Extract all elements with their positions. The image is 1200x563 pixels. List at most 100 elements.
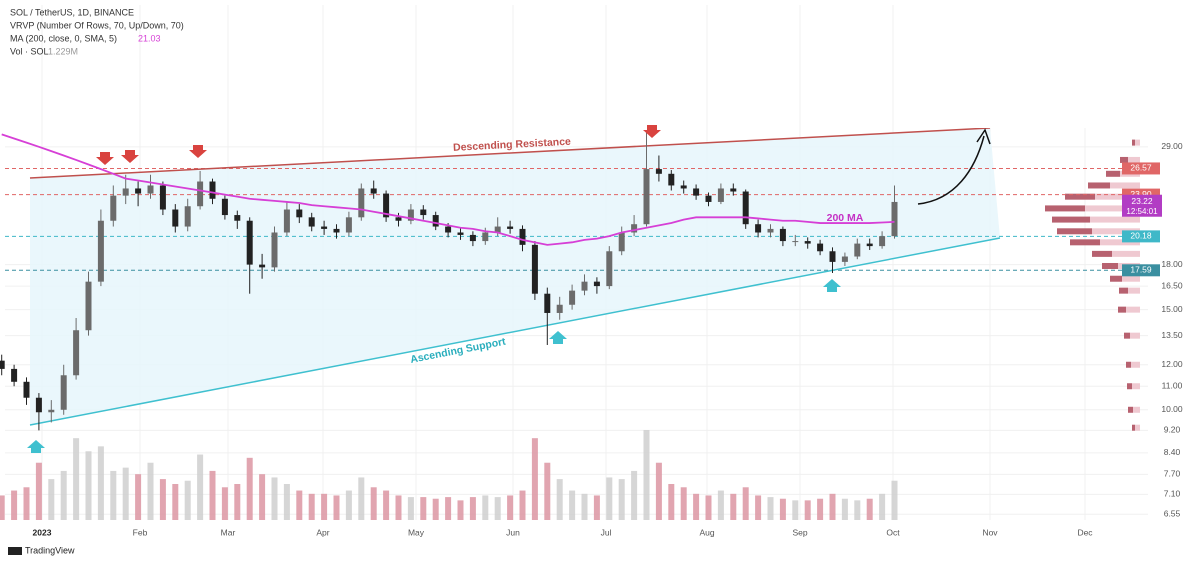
ma-value: 21.03 — [138, 33, 161, 43]
candle-body — [544, 293, 551, 313]
profile-down — [1120, 156, 1128, 163]
resistance-line — [29, 127, 991, 179]
down-arrow — [643, 125, 661, 138]
volume-bar — [197, 454, 204, 520]
candle-body — [655, 169, 662, 174]
profile-down — [1126, 361, 1131, 368]
candle-body — [358, 188, 365, 218]
overlay — [960, 0, 1200, 128]
candle-body — [172, 209, 179, 227]
volume-bar — [829, 493, 836, 520]
up-arrow — [27, 440, 45, 453]
volume-bar — [97, 446, 104, 520]
candle-body — [829, 251, 836, 262]
volume-bar — [60, 470, 67, 520]
candle-body — [680, 185, 687, 189]
volume-bar — [705, 495, 712, 520]
candle-body — [606, 251, 613, 287]
candle-body — [321, 226, 328, 229]
price-badge — [1122, 162, 1160, 175]
x-tick-label: May — [408, 527, 425, 537]
volume-bar — [234, 484, 241, 520]
y-tick-label: 7.10 — [1164, 489, 1181, 499]
volume-bar — [333, 495, 340, 520]
volume-bar — [841, 498, 848, 520]
profile-up — [1095, 193, 1140, 200]
volume-bar — [110, 470, 117, 520]
candle-body — [618, 232, 625, 252]
candle-body — [891, 201, 898, 237]
profile-down — [1124, 332, 1130, 339]
volume-bar — [283, 484, 290, 520]
volume-bar — [755, 495, 762, 520]
axes: 29.00 18.00 16.50 15.00 13.50 12.00 11.00 10.00… — [33, 141, 1183, 537]
volume-bar — [643, 430, 650, 520]
profile-up — [1100, 239, 1140, 246]
volume-bar — [85, 451, 92, 520]
candle-body — [817, 243, 824, 252]
volume-bar — [618, 479, 625, 520]
x-tick-label: Sep — [792, 527, 807, 537]
candle-body — [35, 397, 42, 413]
candle-body — [445, 226, 452, 233]
candle-body — [383, 193, 390, 218]
down-arrow — [189, 145, 207, 158]
volume-bar — [209, 470, 216, 520]
candle-body — [110, 195, 117, 221]
profile-up — [1135, 139, 1140, 146]
volume-layer — [0, 430, 898, 520]
y-tick-label: 11.00 — [1162, 380, 1183, 390]
volume-bar — [259, 474, 266, 520]
volume-bar — [531, 438, 538, 520]
volume-bar — [680, 487, 687, 520]
candle-body — [60, 375, 67, 410]
profile-down — [1092, 250, 1112, 257]
candle-body — [221, 198, 228, 216]
volume-bar — [767, 497, 774, 520]
volume-bar — [482, 495, 489, 520]
volume-bar — [308, 493, 315, 520]
volume-bar — [556, 479, 563, 520]
volume-bar — [11, 490, 18, 520]
volume-bar — [135, 474, 142, 520]
profile-up — [1110, 182, 1140, 189]
candle-body — [742, 191, 749, 225]
profile-down — [1118, 306, 1126, 313]
price-badge-label: 23.90 — [1130, 189, 1152, 199]
footer: TradingView — [25, 545, 75, 555]
volume-bar — [866, 498, 873, 520]
volume-bar — [693, 493, 700, 520]
volume-bar — [792, 500, 799, 520]
ma-layer — [1, 133, 895, 246]
volume-bar — [172, 484, 179, 520]
volume-bar — [544, 462, 551, 520]
volume-bar — [581, 493, 588, 520]
x-tick-label: Jun — [506, 527, 520, 537]
volume-bar — [147, 462, 154, 520]
candle-body — [730, 188, 737, 192]
x-tick-label: Mar — [221, 527, 236, 537]
up-arrow — [823, 279, 841, 292]
candle-body — [197, 181, 204, 207]
profile-down — [1102, 262, 1118, 269]
profile-up — [1090, 216, 1140, 223]
projection-arrow — [917, 135, 985, 205]
volume-bar — [395, 495, 402, 520]
candle-body — [345, 217, 352, 233]
last-price-badge — [1122, 194, 1162, 217]
candle-body — [23, 381, 30, 398]
x-tick-label: Aug — [699, 527, 714, 537]
volume-bar — [122, 467, 129, 520]
title: SOL / TetherUS, 1D, BINANCE — [10, 7, 134, 17]
y-tick-label: 16.50 — [1161, 280, 1183, 290]
volume-bar — [507, 495, 514, 520]
candle-body — [0, 360, 5, 369]
annotation: 200 MA — [827, 212, 864, 224]
volume-bar — [631, 470, 638, 520]
volume-bar — [606, 477, 613, 520]
down-arrow — [96, 152, 114, 165]
volume-bar — [321, 493, 328, 520]
volume-bar — [159, 479, 166, 520]
y-tick-label: 15.00 — [1161, 304, 1183, 314]
